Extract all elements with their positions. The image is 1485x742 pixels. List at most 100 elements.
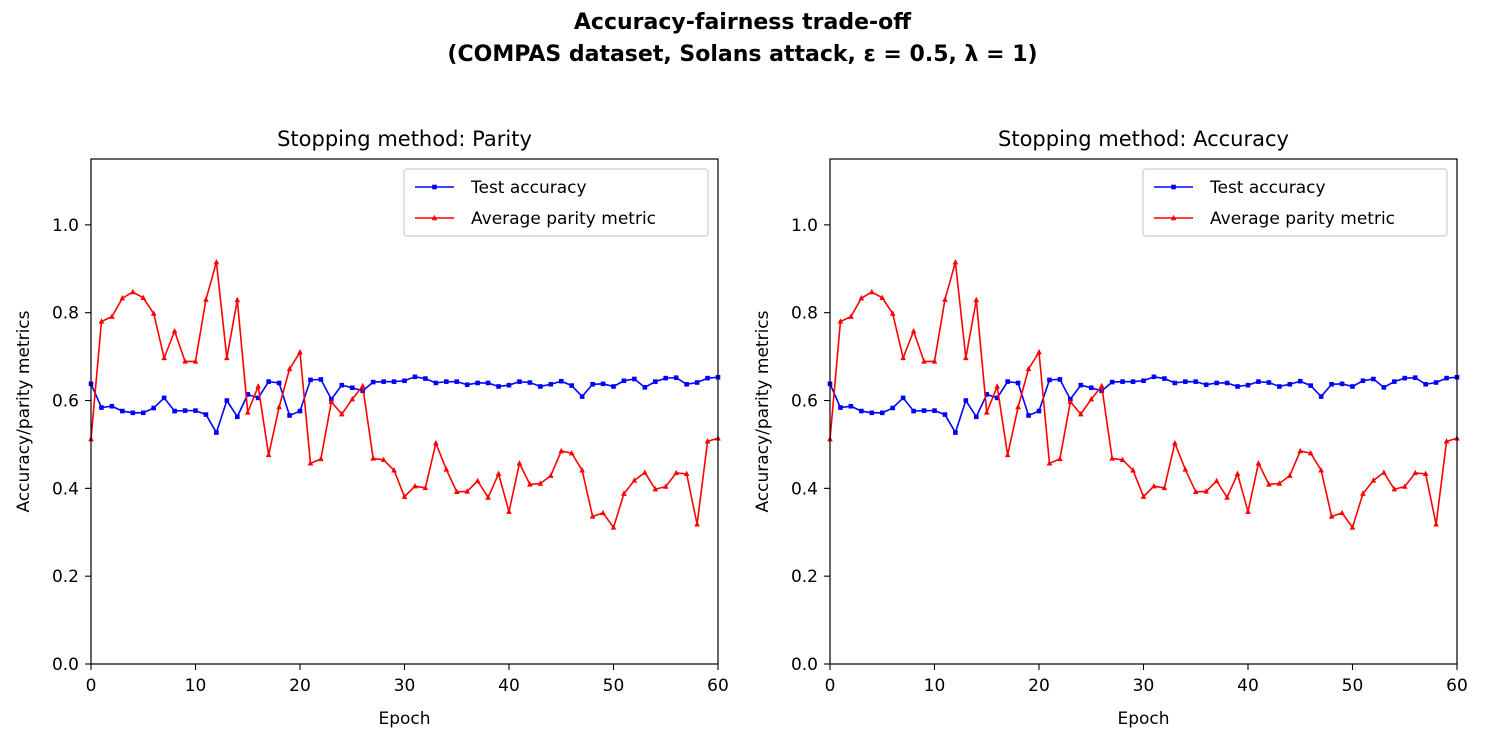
y-tick-label: 0.4 [52, 479, 79, 499]
data-point-test-accuracy [496, 384, 501, 389]
data-point-parity [642, 469, 648, 475]
data-point-test-accuracy [318, 377, 324, 382]
data-point-test-accuracy [1339, 381, 1345, 387]
data-point-parity [98, 318, 105, 324]
data-point-test-accuracy [454, 379, 460, 384]
data-point-parity [370, 455, 376, 461]
data-point-test-accuracy [1245, 382, 1251, 388]
data-point-test-accuracy [705, 375, 710, 381]
data-point-parity [433, 439, 439, 446]
x-tick-label: 20 [1028, 676, 1050, 696]
data-point-test-accuracy [859, 408, 864, 414]
y-tick-label: 0.8 [791, 304, 818, 324]
data-point-test-accuracy [151, 405, 156, 411]
data-point-parity [600, 509, 606, 516]
data-point-test-accuracy [276, 380, 282, 386]
data-point-parity [1098, 382, 1105, 389]
data-point-parity [1025, 365, 1032, 372]
data-point-test-accuracy [1109, 379, 1115, 385]
data-point-parity [568, 450, 575, 456]
data-point-parity [1433, 521, 1439, 527]
x-tick-label: 40 [1237, 676, 1259, 696]
data-point-test-accuracy [1381, 385, 1387, 390]
x-tick-label: 60 [707, 676, 729, 696]
data-point-test-accuracy [1183, 379, 1188, 384]
data-point-parity [453, 488, 460, 495]
data-point-test-accuracy [130, 410, 136, 416]
legend-swatch-marker [1170, 214, 1177, 221]
data-point-test-accuracy [1078, 382, 1084, 388]
x-tick-label: 50 [603, 676, 625, 696]
data-point-parity [140, 294, 147, 300]
data-point-parity [297, 349, 303, 355]
data-point-test-accuracy [1318, 394, 1324, 399]
data-point-parity [224, 354, 230, 361]
legend-swatch-marker [1171, 184, 1176, 190]
data-point-test-accuracy [370, 379, 376, 385]
data-point-parity [1412, 469, 1418, 476]
data-point-parity [673, 469, 679, 476]
x-tick-label: 40 [498, 676, 520, 696]
data-point-test-accuracy [1277, 384, 1282, 389]
data-point-parity [192, 358, 199, 364]
data-point-parity [621, 490, 627, 496]
data-point-test-accuracy [838, 405, 843, 410]
legend: Test accuracy Average parity metric [403, 168, 709, 237]
data-point-parity [1276, 480, 1283, 486]
data-point-parity [443, 466, 450, 472]
data-point-test-accuracy [1224, 380, 1230, 386]
data-point-parity [1088, 396, 1095, 402]
data-point-parity [1140, 493, 1147, 499]
data-point-parity [422, 484, 429, 491]
data-point-parity [1266, 481, 1272, 487]
series-line-parity [829, 261, 1458, 530]
data-point-parity [1381, 469, 1387, 475]
data-point-test-accuracy [1088, 385, 1094, 391]
x-tick-label: 20 [289, 676, 311, 696]
data-point-parity [1391, 486, 1398, 492]
data-point-test-accuracy [433, 380, 439, 386]
data-point-parity [694, 521, 700, 527]
data-point-test-accuracy [1402, 375, 1408, 381]
data-point-test-accuracy [579, 394, 585, 399]
data-point-test-accuracy [600, 381, 606, 387]
data-point-parity [983, 409, 990, 415]
data-point-parity [579, 467, 585, 473]
data-point-test-accuracy [538, 384, 543, 389]
data-point-test-accuracy [590, 381, 595, 387]
legend-box [403, 168, 709, 237]
data-point-parity [495, 470, 502, 477]
data-point-parity [1287, 472, 1293, 478]
data-point-test-accuracy [1392, 379, 1397, 384]
data-point-test-accuracy [402, 378, 407, 384]
x-tick-label: 10 [924, 676, 946, 696]
data-point-test-accuracy [890, 405, 895, 411]
data-point-test-accuracy [349, 385, 355, 391]
data-point-parity [276, 403, 282, 410]
data-point-test-accuracy [444, 379, 449, 384]
x-tick-label: 60 [1446, 676, 1468, 696]
data-point-test-accuracy [109, 403, 115, 409]
data-point-parity [952, 258, 959, 265]
data-point-test-accuracy [506, 382, 512, 388]
data-point-test-accuracy [1297, 378, 1303, 384]
data-point-test-accuracy [1433, 380, 1439, 385]
data-point-test-accuracy [412, 374, 418, 380]
data-point-parity [464, 488, 470, 494]
data-point-parity [1161, 484, 1168, 491]
data-point-test-accuracy [339, 382, 345, 388]
data-point-parity [683, 470, 690, 477]
data-point-test-accuracy [632, 376, 637, 382]
data-point-test-accuracy [548, 381, 554, 387]
data-point-parity [837, 318, 844, 324]
data-point-test-accuracy [1423, 381, 1428, 387]
data-point-parity [171, 327, 178, 334]
data-point-test-accuracy [297, 408, 303, 414]
data-point-test-accuracy [974, 414, 979, 420]
data-point-test-accuracy [224, 398, 230, 403]
x-tick-label: 0 [825, 676, 836, 696]
data-point-parity [1443, 438, 1450, 444]
data-point-test-accuracy [381, 379, 386, 384]
data-point-parity [1307, 450, 1314, 456]
y-tick-label: 1.0 [791, 216, 818, 236]
